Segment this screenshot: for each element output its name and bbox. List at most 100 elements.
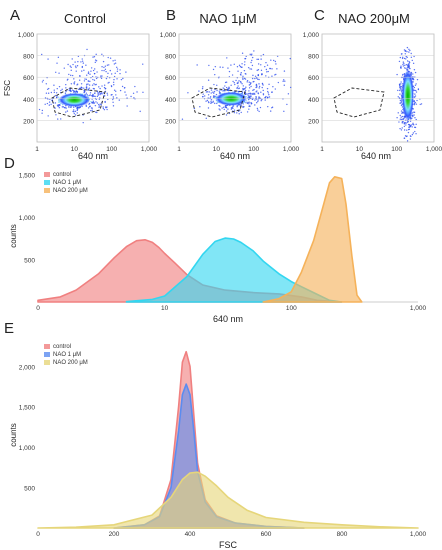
- scatter-point: [413, 124, 415, 126]
- scatter-point: [38, 108, 41, 111]
- x-tick-label: 400: [185, 531, 196, 538]
- scatter-point: [236, 65, 239, 68]
- scatter-point: [410, 124, 413, 126]
- scatter-point: [224, 81, 227, 84]
- legend-label: control: [53, 172, 71, 178]
- scatter-point: [241, 63, 243, 65]
- scatter-point: [283, 79, 285, 81]
- scatter-point: [83, 80, 86, 82]
- scatter-point: [261, 82, 264, 85]
- scatter-point: [236, 104, 238, 107]
- scatter-point: [214, 88, 216, 91]
- scatter-point: [411, 114, 413, 117]
- scatter-point: [253, 50, 255, 52]
- scatter-point: [71, 58, 73, 60]
- scatter-point: [409, 120, 412, 122]
- scatter-point: [142, 63, 144, 65]
- scatter-point: [54, 102, 57, 104]
- y-axis-label: counts: [9, 224, 18, 248]
- scatter-point: [233, 109, 236, 111]
- panel-e: E 500 1,000 1,500 2,000 counts 0 200 400 600 800 1…: [4, 320, 427, 550]
- scatter-point: [420, 103, 423, 105]
- legend-label: NAO 1 μM: [53, 352, 81, 358]
- scatter-point: [408, 48, 410, 51]
- scatter-point: [419, 103, 421, 106]
- scatter-point: [69, 106, 71, 108]
- scatter-point: [93, 95, 95, 97]
- scatter-point: [74, 65, 77, 67]
- scatter-point: [403, 67, 406, 69]
- panel-e-letter: E: [4, 320, 14, 337]
- scatter-point: [260, 91, 262, 93]
- y-tick-label: 2,000: [19, 364, 36, 371]
- scatter-point: [231, 106, 234, 108]
- scatter-point: [73, 89, 75, 92]
- scatter-point: [59, 104, 61, 106]
- panel-c: C NAO 200μM 200 400 600 800 1,000 1 10 100 1,000…: [303, 7, 442, 161]
- scatter-point: [266, 64, 269, 66]
- scatter-point: [72, 63, 74, 66]
- scatter-point: [400, 116, 402, 118]
- scatter-point: [114, 62, 117, 64]
- scatter-point: [45, 83, 47, 85]
- scatter-point: [213, 90, 216, 93]
- scatter-point: [262, 84, 264, 86]
- scatter-point: [214, 73, 216, 76]
- scatter-point: [116, 68, 119, 70]
- scatter-point: [47, 115, 49, 117]
- scatter-point: [102, 106, 104, 108]
- panel-a-axes: 200 400 600 800 1,000 1 10 100 1,000: [18, 32, 158, 153]
- scatter-point: [67, 63, 69, 66]
- scatter-point: [402, 63, 404, 66]
- scatter-point: [122, 77, 124, 80]
- scatter-point: [224, 90, 226, 92]
- scatter-point: [402, 61, 405, 63]
- y-tick-label: 1,500: [19, 172, 36, 179]
- scatter-point: [225, 114, 228, 116]
- scatter-point: [399, 118, 402, 120]
- scatter-point: [98, 106, 100, 109]
- scatter-point: [202, 93, 204, 95]
- scatter-point: [70, 66, 72, 69]
- scatter-point: [260, 69, 263, 72]
- scatter-point: [99, 103, 101, 105]
- scatter-point: [85, 85, 88, 87]
- scatter-point: [48, 104, 51, 106]
- scatter-point: [83, 87, 85, 89]
- scatter-point: [103, 108, 106, 111]
- scatter-point: [408, 126, 411, 128]
- scatter-point: [99, 92, 102, 95]
- scatter-point: [401, 115, 404, 118]
- scatter-point: [91, 102, 93, 104]
- scatter-point: [410, 135, 412, 138]
- scatter-point: [103, 86, 106, 89]
- scatter-point: [400, 83, 402, 85]
- scatter-point: [414, 95, 417, 97]
- scatter-point: [250, 82, 252, 84]
- scatter-point: [257, 63, 260, 65]
- scatter-point: [414, 130, 416, 133]
- scatter-point: [415, 103, 418, 105]
- scatter-point: [403, 49, 406, 51]
- scatter-point: [212, 101, 214, 104]
- scatter-point: [244, 89, 247, 92]
- scatter-point: [275, 63, 277, 65]
- scatter-point: [85, 104, 87, 107]
- scatter-point: [85, 78, 88, 81]
- scatter-point: [136, 91, 138, 93]
- scatter-point: [240, 82, 242, 84]
- panel-c-axes: 200 400 600 800 1,000 1 10 100 1,000: [303, 32, 442, 153]
- scatter-point: [106, 92, 108, 95]
- scatter-point: [77, 55, 80, 58]
- scatter-point: [68, 88, 70, 90]
- scatter-point: [227, 108, 229, 110]
- scatter-point: [271, 68, 273, 70]
- x-tick-label: 200: [109, 531, 120, 538]
- scatter-point: [58, 107, 61, 109]
- panel-b-letter: B: [166, 7, 176, 24]
- scatter-point: [402, 65, 405, 67]
- scatter-point: [411, 117, 413, 120]
- scatter-point: [276, 68, 278, 70]
- scatter-point: [73, 111, 75, 113]
